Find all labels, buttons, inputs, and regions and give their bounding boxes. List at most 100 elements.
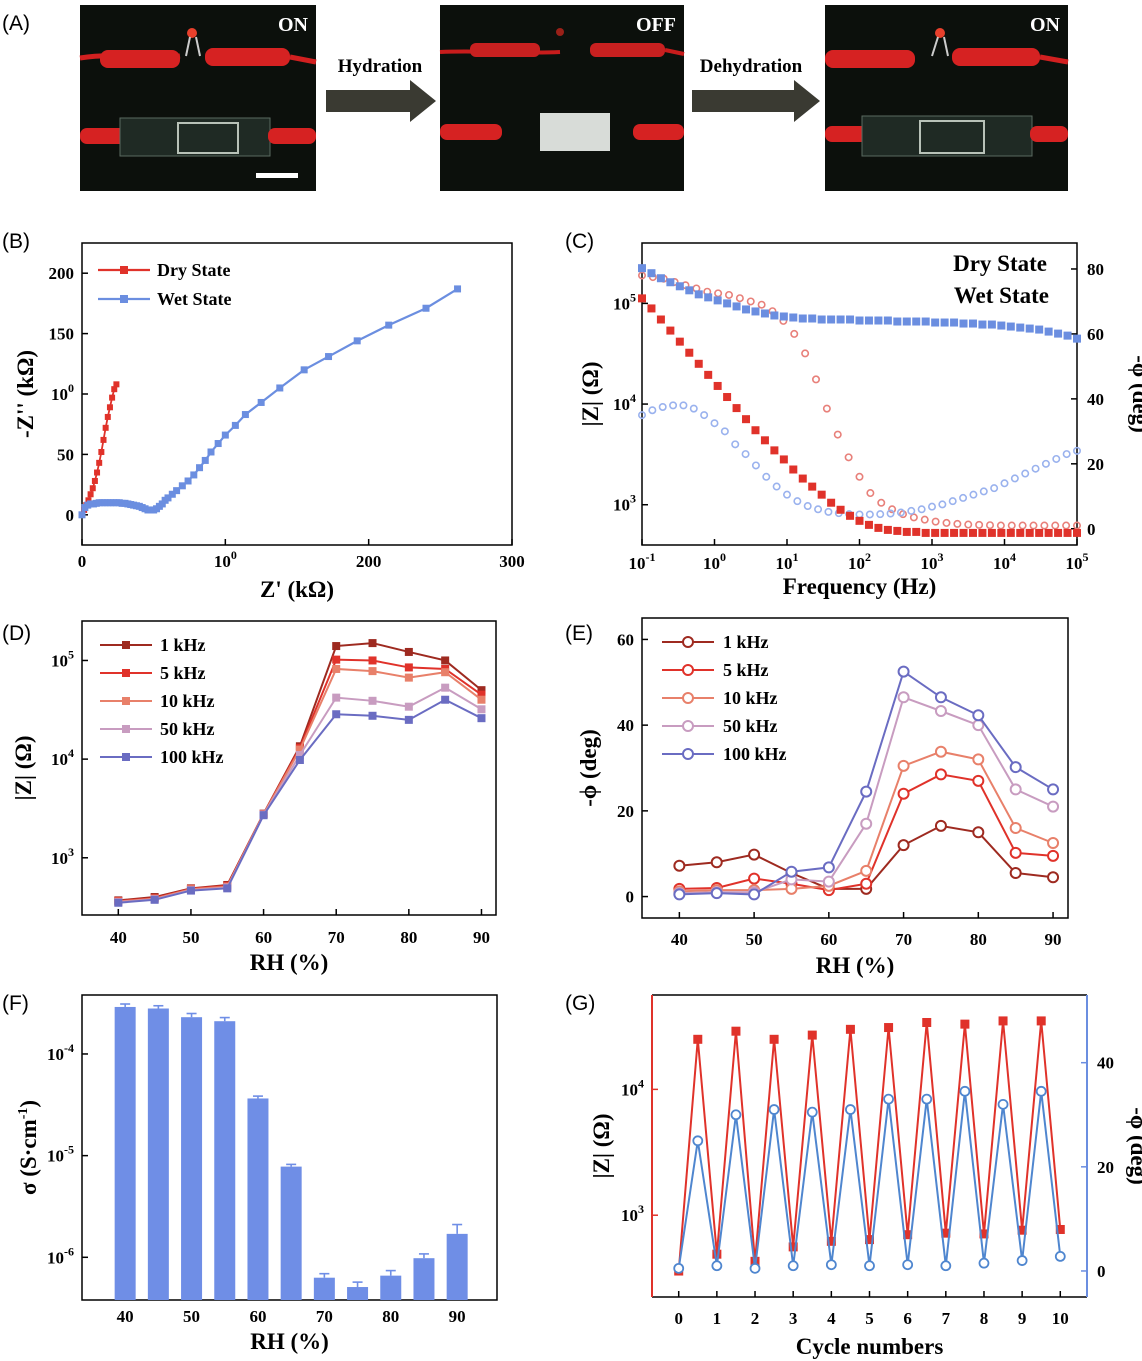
impedance-point	[997, 321, 1006, 330]
phase-point	[959, 1085, 971, 1097]
data-point	[972, 826, 985, 839]
data-point	[1047, 849, 1060, 862]
impedance-point	[987, 320, 996, 329]
data-point	[673, 888, 686, 901]
data-point	[85, 497, 92, 504]
impedance-point	[808, 314, 817, 323]
impedance-point	[959, 528, 968, 537]
impedance-point	[846, 315, 855, 324]
data-point	[860, 785, 873, 798]
phase-point	[888, 505, 897, 514]
impedance-point	[940, 318, 949, 327]
legend-marker	[120, 295, 128, 303]
impedance-point	[638, 264, 646, 273]
legend-label: 100 kHz	[723, 744, 787, 764]
phase-point	[948, 497, 957, 506]
phase-point	[787, 1260, 799, 1272]
x-tick-label: 104	[993, 550, 1016, 573]
legend-label: 1 kHz	[160, 635, 206, 655]
phase-point	[806, 1106, 818, 1118]
impedance-point	[685, 286, 694, 295]
impedance-point	[798, 474, 807, 483]
phase-point	[637, 271, 646, 280]
impedance-point	[997, 528, 1006, 537]
impedance-point	[694, 359, 703, 368]
y-tick-label: 50	[57, 445, 74, 464]
data-point	[173, 487, 181, 495]
panel-b-label: (B)	[2, 230, 30, 253]
phase-point	[907, 506, 916, 515]
data-point	[164, 494, 172, 502]
impedance-point	[1073, 528, 1081, 537]
data-point	[404, 702, 413, 711]
y-tick-label: 105	[613, 290, 636, 313]
bar	[247, 1098, 269, 1300]
phase-point	[833, 430, 842, 439]
x-tick-label: 1	[713, 1309, 722, 1328]
impedance-point	[798, 314, 807, 323]
data-point	[822, 875, 835, 888]
data-point	[897, 759, 910, 772]
x-axis-label: RH (%)	[250, 1329, 329, 1354]
x-axis-label: Cycle numbers	[796, 1334, 944, 1359]
phase-point	[1031, 464, 1040, 473]
impedance-point	[998, 1016, 1008, 1026]
x-tick-label: 2	[751, 1309, 760, 1328]
legend-marker	[122, 641, 130, 649]
data-point	[441, 695, 450, 704]
phase-point	[772, 482, 781, 491]
bar	[114, 1006, 136, 1300]
phase-point	[985, 521, 994, 530]
bar	[280, 1166, 302, 1300]
phase-point	[1010, 474, 1019, 483]
impedance-point	[693, 1034, 703, 1044]
phase-point	[978, 1257, 990, 1269]
x-tick-label: 90	[1045, 930, 1062, 949]
impedance-point	[723, 299, 732, 308]
x-tick-label: 102	[848, 550, 871, 573]
x-tick-label: 100	[703, 550, 726, 573]
legend-label: 10 kHz	[723, 688, 778, 708]
data-point	[822, 861, 835, 874]
impedance-point	[855, 516, 864, 525]
data-point	[94, 469, 101, 476]
x-tick-label: 0	[78, 552, 87, 571]
data-point	[748, 888, 761, 901]
impedance-point	[883, 316, 892, 325]
phase-point	[710, 419, 719, 428]
phase-point	[1007, 521, 1016, 530]
phase-point	[749, 1262, 761, 1274]
x-tick-label: 3	[789, 1309, 798, 1328]
impedance-point	[1054, 528, 1063, 537]
impedance-point	[1044, 327, 1053, 336]
x-tick-label: 8	[980, 1309, 989, 1328]
chart-c: 10-1 100 101 102 103 104 105 103 104 105 0 20 40 60 80…	[578, 242, 1142, 599]
impedance-point	[647, 269, 656, 278]
data-point	[114, 898, 123, 907]
phase-point	[990, 484, 999, 493]
data-point	[184, 477, 192, 485]
legend-label: Dry State	[157, 260, 230, 280]
chart-b: 0 100 200 300 0 50 100 150 200 Dry State Wet State…	[13, 242, 525, 602]
data-point	[168, 490, 176, 498]
y-axis-label: |Z| (Ω)	[578, 362, 603, 427]
y-tick-label: 0	[66, 506, 75, 525]
phase-point	[720, 427, 729, 436]
x-tick-label: 50	[183, 1307, 200, 1326]
phase-point	[762, 472, 771, 481]
x-tick-label: 5	[865, 1309, 874, 1328]
y-tick-label: 40	[617, 716, 634, 735]
y2-tick-label: 40	[1097, 1054, 1114, 1073]
phase-point	[1018, 521, 1027, 530]
data-point	[1009, 783, 1022, 796]
impedance-point	[921, 528, 930, 537]
y2-tick-label: 0	[1087, 520, 1096, 539]
phase-point	[1062, 450, 1071, 459]
impedance-point	[1036, 1016, 1046, 1026]
y-tick-label: 104	[621, 1076, 644, 1099]
impedance-point	[666, 326, 675, 335]
impedance-point	[978, 528, 987, 537]
data-point	[368, 667, 377, 676]
legend-marker	[120, 266, 128, 274]
impedance-point	[675, 337, 684, 346]
